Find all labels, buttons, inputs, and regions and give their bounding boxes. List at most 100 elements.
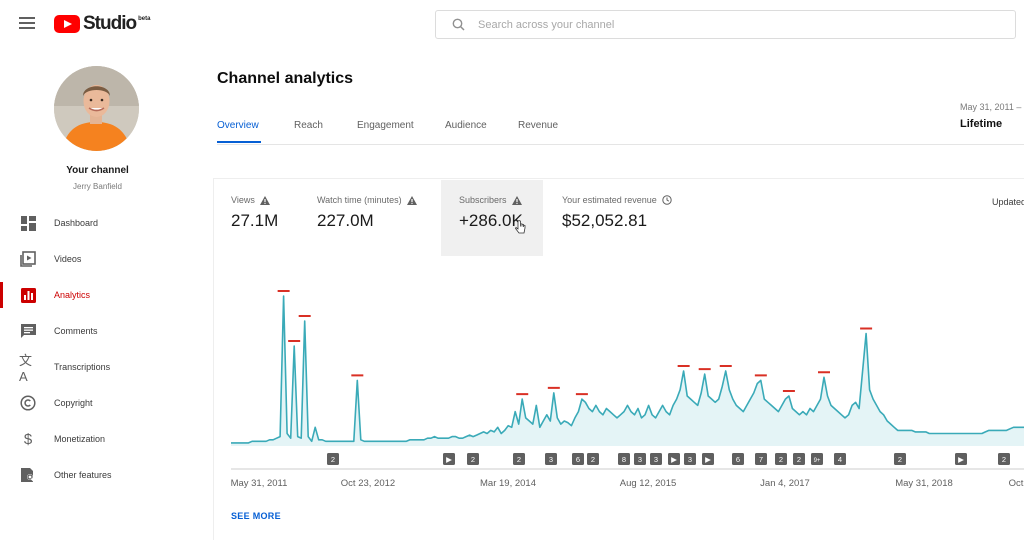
annotation-marker-label: 4 <box>838 455 842 464</box>
menu-icon[interactable] <box>19 17 35 29</box>
x-tick-label: May 31, 2011 <box>231 478 288 489</box>
metric-label: Your estimated revenue <box>562 195 657 205</box>
annotation-marker <box>684 453 696 465</box>
peak-marker <box>288 340 301 342</box>
sidebar-item-transcriptions[interactable]: 文A Transcriptions <box>0 352 195 384</box>
annotation-marker <box>467 453 479 465</box>
clock-icon <box>662 195 672 205</box>
annotation-marker <box>587 453 599 465</box>
sidebar-item-dashboard[interactable]: Dashboard <box>0 208 195 238</box>
x-tick-label: Aug 12, 2015 <box>620 478 677 489</box>
annotation-marker-label: 3 <box>549 455 553 464</box>
annotation-marker <box>443 453 455 465</box>
metric-watch-time[interactable]: Watch time (minutes) 227.0M <box>317 180 437 256</box>
channel-title: Your channel <box>66 165 129 176</box>
annotation-marker-label: 7 <box>759 455 763 464</box>
annotation-marker-label: 2 <box>331 455 335 464</box>
sidebar-item-other-features[interactable]: Other features <box>0 460 195 490</box>
channel-owner-name: Jerry Banfield <box>73 182 122 191</box>
annotation-marker <box>634 453 646 465</box>
tab-overview[interactable]: Overview <box>217 120 259 131</box>
sidebar-item-analytics[interactable]: Analytics <box>0 280 195 310</box>
annotation-marker-label: 2 <box>779 455 783 464</box>
warning-icon <box>511 195 522 205</box>
annotation-marker-label: ▶ <box>671 455 678 464</box>
annotation-marker <box>793 453 805 465</box>
annotation-marker <box>732 453 744 465</box>
sidebar-item-comments[interactable]: Comments <box>0 316 195 346</box>
metric-subscribers[interactable]: Subscribers +286.0K <box>441 180 543 256</box>
studio-logo[interactable]: Studio beta <box>54 12 150 36</box>
peak-marker <box>782 390 795 392</box>
warning-icon <box>259 195 270 205</box>
peak-marker <box>817 371 830 374</box>
x-tick-label: Mar 19, 2014 <box>480 478 536 489</box>
copyright-icon <box>19 394 37 412</box>
logo-text: Studio <box>83 13 137 34</box>
annotation-marker <box>834 453 846 465</box>
annotation-marker-label: 2 <box>797 455 801 464</box>
annotation-marker-label: 3 <box>654 455 658 464</box>
annotation-marker <box>955 453 967 465</box>
dashboard-icon <box>19 214 37 232</box>
comments-icon <box>19 322 37 340</box>
sidebar-item-label: Videos <box>54 254 82 264</box>
peak-marker <box>719 365 732 367</box>
search-box[interactable] <box>435 10 1016 39</box>
peak-marker <box>698 368 711 371</box>
other-features-icon <box>19 466 37 484</box>
top-bar: Studio beta <box>0 0 1024 48</box>
tab-revenue[interactable]: Revenue <box>518 120 559 131</box>
updated-label: Updated <box>992 197 1024 207</box>
date-range-text[interactable]: May 31, 2011 – <box>960 102 1022 112</box>
annotation-marker-label: 6 <box>736 455 740 464</box>
x-tick-label: Oct 23, 2012 <box>341 478 395 489</box>
tab-engagement[interactable]: Engagement <box>357 120 414 131</box>
search-icon <box>444 18 472 31</box>
annotation-marker-label: 2 <box>1002 455 1006 464</box>
analytics-icon <box>19 286 37 304</box>
chart-area-fill <box>231 296 1024 446</box>
annotation-marker-label: 8 <box>622 455 626 464</box>
peak-marker <box>547 386 560 389</box>
annotation-marker-label: 2 <box>517 455 521 464</box>
page-title: Channel analytics <box>217 70 354 87</box>
mouse-cursor-icon <box>515 220 526 234</box>
sidebar-item-monetization[interactable]: $ Monetization <box>0 424 195 454</box>
annotation-marker-label: ▶ <box>446 455 453 464</box>
dollar-icon: $ <box>23 430 33 448</box>
active-tab-indicator <box>217 141 261 143</box>
metric-label: Subscribers <box>459 195 507 205</box>
annotation-marker <box>650 453 662 465</box>
tabs-divider <box>217 144 1024 145</box>
tab-audience[interactable]: Audience <box>445 120 487 131</box>
peak-marker <box>277 290 290 292</box>
annotation-marker <box>545 453 557 465</box>
videos-icon <box>19 250 37 268</box>
sidebar-item-label: Transcriptions <box>54 362 111 372</box>
sidebar-item-label: Copyright <box>54 398 93 408</box>
metric-views[interactable]: Views 27.1M <box>231 180 301 256</box>
metric-revenue[interactable]: Your estimated revenue $52,052.81 <box>562 180 692 256</box>
search-input[interactable] <box>478 18 978 31</box>
peak-marker <box>677 365 690 367</box>
annotation-marker <box>702 453 714 465</box>
x-tick-label: Jan 4, 2017 <box>760 478 810 489</box>
annotation-marker <box>668 453 680 465</box>
sidebar: Your channel Jerry Banfield Dashboard Vi… <box>0 48 195 552</box>
annotation-marker <box>894 453 906 465</box>
peak-marker <box>351 374 364 377</box>
sidebar-item-label: Monetization <box>54 434 106 444</box>
sidebar-item-label: Other features <box>54 470 112 480</box>
metric-value: +286.0K <box>459 211 523 230</box>
sidebar-item-videos[interactable]: Videos <box>0 244 195 274</box>
date-range-selector[interactable]: Lifetime <box>960 118 1003 130</box>
sidebar-item-copyright[interactable]: Copyright <box>0 388 195 418</box>
tab-reach[interactable]: Reach <box>294 120 323 131</box>
annotation-marker <box>618 453 630 465</box>
sidebar-item-label: Comments <box>54 326 98 336</box>
metric-label: Views <box>231 195 255 205</box>
see-more-link[interactable]: SEE MORE <box>231 511 281 521</box>
x-tick-label: Oct <box>1009 478 1024 489</box>
